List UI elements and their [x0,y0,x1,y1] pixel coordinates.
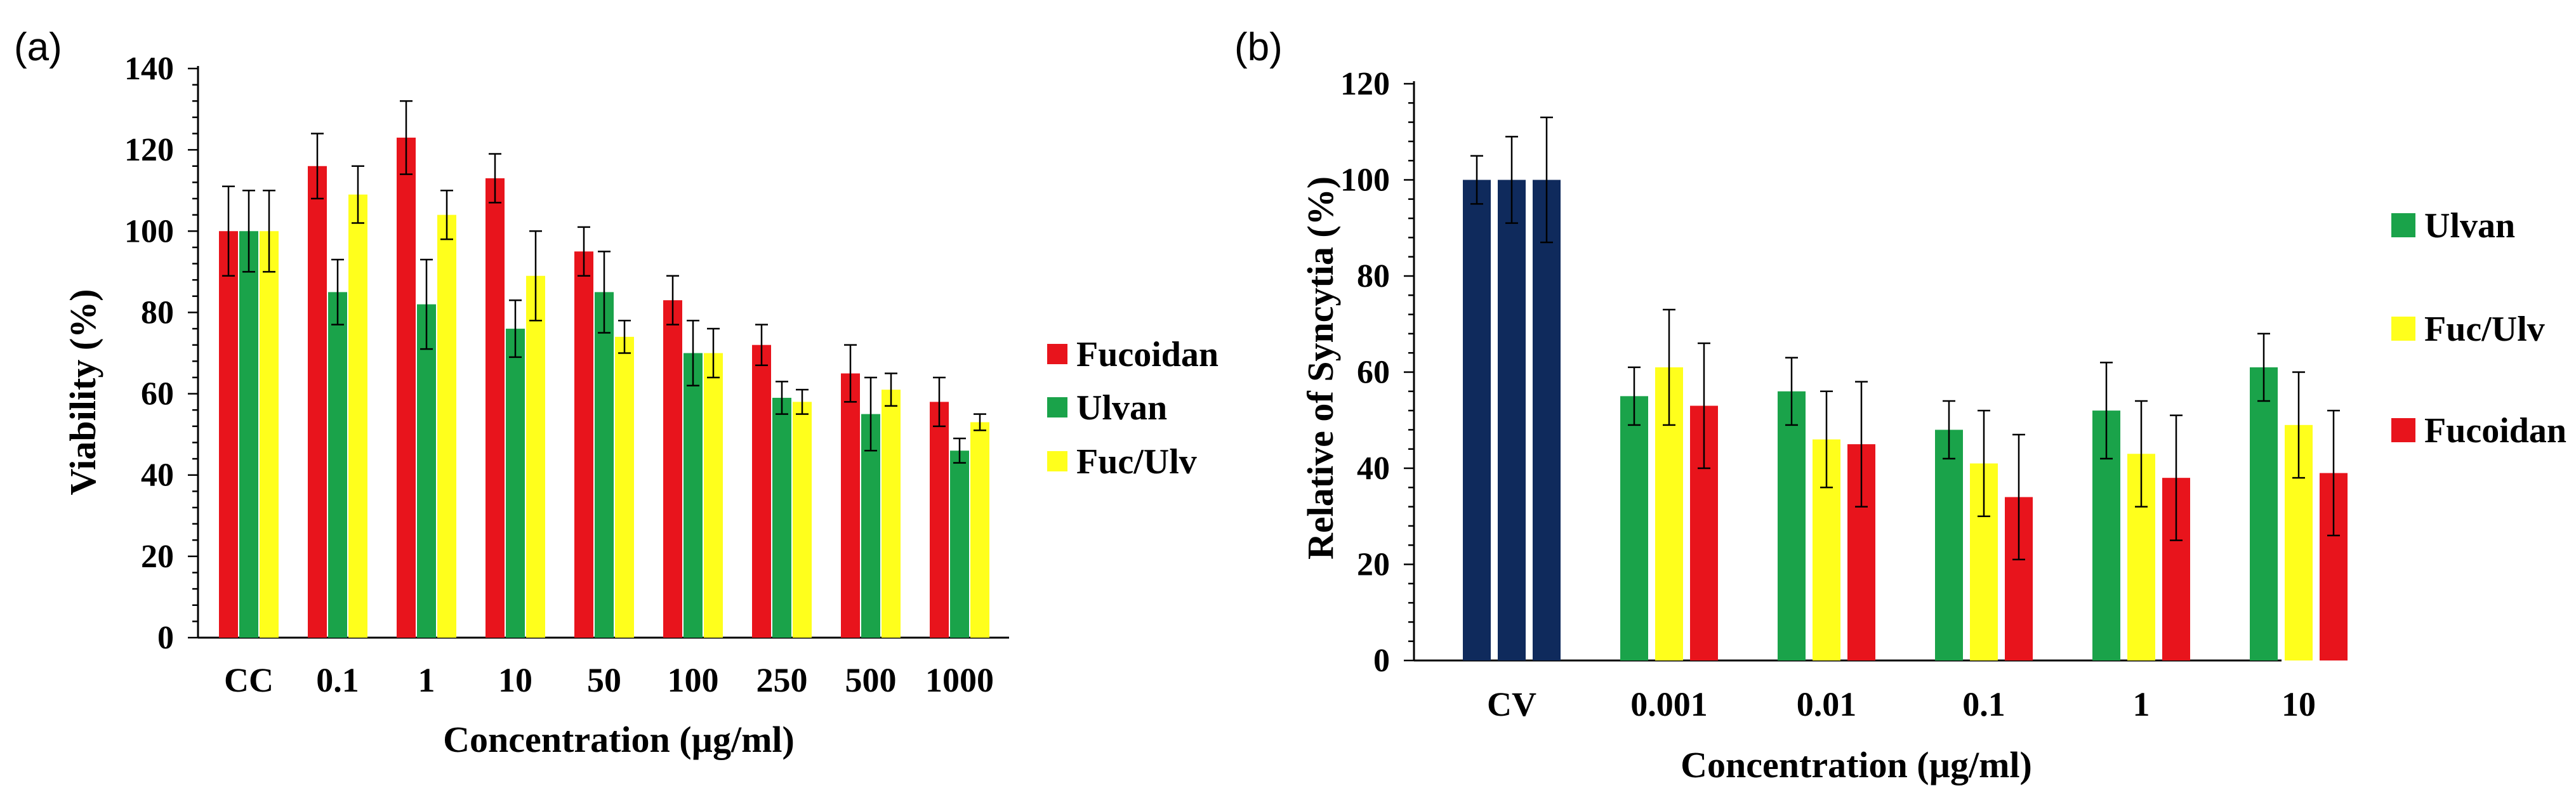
bar-ulvan-100 [684,353,703,638]
y-tick-label: 120 [1340,66,1390,102]
bar-ulvan-0.1 [328,292,347,638]
bar-ulvan-CV [1463,180,1491,660]
bar-fuc-ulv-0.1 [348,194,367,638]
bar-fuc-ulv-1000 [970,422,989,638]
y-tick-label: 40 [141,457,174,494]
x-tick-label: CC [224,661,274,699]
y-tick-label: 40 [1357,450,1390,487]
x-tick-label: 1 [418,661,435,699]
panel-label-b: (b) [1234,25,1283,69]
bar-fucoidan-10 [485,178,505,638]
bar-fucoidan-50 [574,251,593,638]
x-axis-title-a: Concentration (µg/ml) [443,719,795,760]
y-tick-label: 120 [124,132,174,168]
bar-ulvan-10 [506,329,525,638]
legend-swatch [1047,344,1067,364]
x-tick-label: 0.001 [1630,685,1708,723]
bar-fucoidan-250 [752,345,771,638]
legend-label: Ulvan [2424,206,2515,246]
bar-fucoidan-0.1 [308,166,327,638]
x-tick-label: CV [1487,685,1536,723]
bar-ulvan-CC [239,231,258,638]
bar-ulvan-10 [2250,367,2278,660]
x-tick-label: 0.1 [316,661,359,699]
bar-fucoidan-100 [663,300,682,638]
bar-ulvan-50 [595,292,614,638]
bar-fucoidan-CC [219,231,238,638]
legend-label: Fuc/Ulv [1076,442,1197,482]
legend-label: Fucoidan [2424,411,2566,450]
x-tick-label: 0.01 [1797,685,1857,723]
bar-fucoidan-1 [397,137,416,638]
y-tick-label: 60 [141,376,174,412]
x-axis-title-b: Concentration (µg/ml) [1681,744,2032,785]
bar-ulvan-0.01 [1778,391,1806,660]
bar-ulvan-0.1 [1935,430,1963,660]
bar-ulvan-1000 [950,450,969,638]
legend-label: Fucoidan [1076,335,1219,374]
x-tick-label: 250 [756,661,808,699]
bar-fuc-ulv-250 [793,402,812,638]
bar-fuc-ulv-500 [882,390,901,638]
bar-fucoidan-CV [1533,180,1561,660]
x-tick-label: 10 [498,661,532,699]
x-tick-label: 500 [845,661,897,699]
bar-fuc-ulv-1 [437,214,456,638]
bar-fuc-ulv-CV [1498,180,1526,660]
viability-marks: 0 20 40 60 80 100 120 140 CC 0.1 1 10 50 100 250 500 100… [124,51,1009,699]
x-tick-label: 100 [668,661,719,699]
bar-fuc-ulv-100 [704,353,723,638]
legend-label: Fuc/Ulv [2424,310,2545,349]
legend-swatch [1047,451,1067,471]
syncytia-marks: 0 20 40 60 80 100 120 CV 0.001 0.01 0.1 1 10 [1340,66,2348,723]
legend-swatch [1047,397,1067,417]
x-tick-label: 0.1 [1962,685,2005,723]
x-tick-label: 1000 [925,661,994,699]
y-tick-label: 80 [141,294,174,331]
legend-swatch [2391,418,2415,442]
y-tick-label: 100 [124,213,174,249]
y-tick-label: 20 [141,539,174,575]
y-tick-label: 60 [1357,355,1390,391]
syncytia-legend: Ulvan Fuc/Ulv Fucoidan [2391,206,2566,450]
y-axis-title-b: Relative of Syncytia (%) [1300,176,1341,560]
viability-chart: (a) Viability (%) Concentration (µg/ml) … [14,25,1219,760]
x-tick-label: 1 [2133,685,2150,723]
bar-fucoidan-500 [841,373,860,638]
y-tick-label: 100 [1340,162,1390,199]
syncytia-chart: (b) Relative of Syncytia (%) Concentrati… [1234,25,2566,785]
bar-ulvan-1 [417,304,436,638]
y-tick-label: 0 [157,620,174,656]
x-tick-label: 50 [587,661,621,699]
bar-ulvan-250 [772,397,791,638]
x-tick-label: 10 [2282,685,2316,723]
bar-fuc-ulv-CC [260,231,279,638]
y-axis-title-a: Viability (%) [62,289,103,496]
bar-fuc-ulv-50 [615,336,634,638]
bar-ulvan-0.001 [1620,396,1648,660]
y-tick-label: 20 [1357,547,1390,583]
legend-swatch [2391,317,2415,341]
y-tick-label: 80 [1357,258,1390,294]
viability-legend: Fucoidan Ulvan Fuc/Ulv [1047,335,1219,482]
legend-label: Ulvan [1076,388,1167,428]
y-tick-label: 140 [124,51,174,87]
bar-fucoidan-1000 [930,402,949,638]
y-tick-label: 0 [1373,643,1390,679]
panel-label-a: (a) [14,25,62,69]
legend-swatch [2391,213,2415,237]
bar-fuc-ulv-10 [526,275,545,638]
